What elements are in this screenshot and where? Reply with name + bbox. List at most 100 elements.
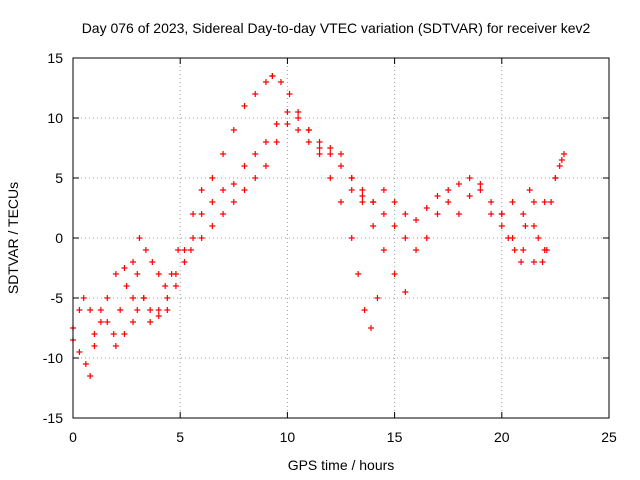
data-point [147,307,154,313]
x-tick-label: 10 [280,429,296,445]
data-point [198,211,205,217]
data-point [509,199,516,205]
data-point [220,187,227,193]
y-axis-label: SDTVAR / TECUs [5,182,21,294]
data-point [520,247,527,253]
data-point [97,307,104,313]
data-point [466,175,473,181]
data-point [262,79,269,85]
data-point [434,193,441,199]
data-point [209,223,216,229]
data-point [198,187,205,193]
axis-ticks: 0 5 10 15 20 25 -15 -10 -5 0 5 10 15 [43,50,617,445]
data-point [520,211,527,217]
data-point [172,283,179,289]
data-point [374,295,381,301]
data-point [391,199,398,205]
data-point [252,91,259,97]
y-tick-label: 0 [55,230,63,246]
series-track-d [187,121,548,265]
data-point [286,91,293,97]
x-tick-label: 25 [601,429,617,445]
data-point [402,211,409,217]
data-point [556,163,563,169]
series-track-e [348,157,565,229]
data-point [316,151,323,157]
data-point [348,175,355,181]
x-tick-label: 5 [176,429,184,445]
data-point [187,247,194,253]
data-point [327,145,334,151]
data-point [273,121,280,127]
data-point [505,235,512,241]
data-point [181,259,188,265]
x-tick-label: 15 [387,429,403,445]
data-point [134,271,141,277]
data-point [230,181,237,187]
data-point [338,151,344,157]
data-point [541,199,548,205]
data-point [104,319,111,325]
data-point [149,259,156,265]
data-point [498,211,505,217]
data-point [380,247,387,253]
y-tick-label: 5 [55,170,63,186]
data-point [380,211,387,217]
data-point [511,247,518,253]
data-point [402,235,409,241]
data-point [391,223,398,229]
series-track-f [70,235,182,337]
data-point [530,199,537,205]
data-point [338,199,344,205]
data-point [190,235,197,241]
data-point [252,175,259,181]
data-point [168,271,175,277]
data-point [305,127,312,133]
data-point [104,295,111,301]
data-point [91,343,98,349]
data-point [455,211,462,217]
data-point [130,259,137,265]
data-point [87,307,94,313]
data-point [305,139,312,145]
data-point [402,289,409,295]
y-tick-label: -15 [43,410,63,426]
data-point [423,205,430,211]
data-point [181,247,188,253]
data-point [80,295,87,301]
data-point [488,199,495,205]
data-point [147,319,154,325]
data-point [445,187,452,193]
data-point [552,175,559,181]
data-point [220,211,227,217]
data-points [70,73,567,379]
data-point [121,331,128,337]
data-point [97,319,104,325]
data-point [155,313,162,319]
data-point [295,115,302,121]
data-point [175,247,182,253]
data-point [327,151,334,157]
data-point [316,139,323,145]
data-point [91,331,98,337]
data-point [164,307,171,313]
data-point [241,163,248,169]
data-point [359,199,366,205]
data-point [241,103,248,109]
data-point [262,163,269,169]
data-point [82,361,89,367]
data-point [117,307,124,313]
data-point [445,199,452,205]
data-point [112,271,119,277]
data-point [284,109,291,115]
data-point [130,319,137,325]
data-point [477,181,484,187]
y-tick-label: 15 [47,50,63,66]
data-point [140,295,147,301]
data-point [558,157,565,163]
data-point [230,127,237,133]
data-point [123,283,130,289]
grid-lines [73,58,609,418]
data-point [548,199,555,205]
